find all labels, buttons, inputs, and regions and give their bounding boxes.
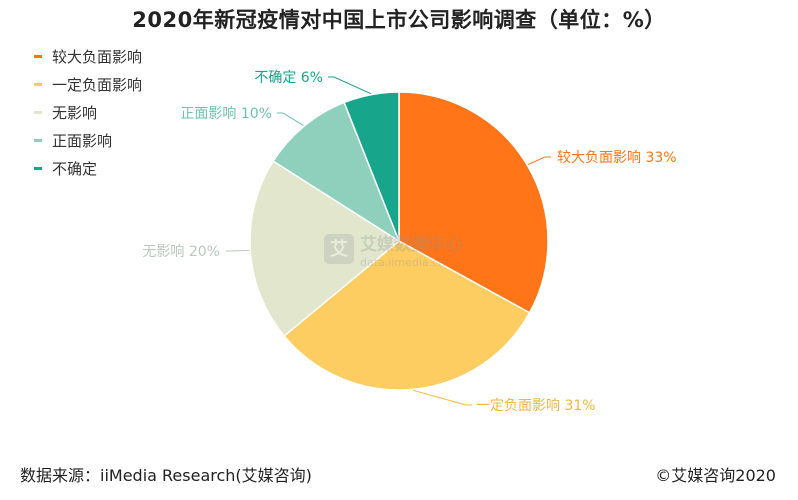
watermark-brand: 艾媒数据中心	[360, 234, 462, 255]
legend: 较大负面影响 一定负面影响 无影响 正面影响 不确定	[34, 42, 142, 182]
legend-swatch	[34, 82, 42, 86]
legend-item[interactable]: 一定负面影响	[34, 70, 142, 98]
leader-line	[328, 76, 372, 95]
legend-label: 不确定	[52, 159, 98, 178]
chart-title: 2020年新冠疫情对中国上市公司影响调查（单位：%）	[132, 8, 666, 32]
leader-line	[277, 112, 304, 126]
legend-label: 正面影响	[52, 131, 113, 150]
data-labels: 较大负面影响 33% 一定负面影响 31% 无影响 20% 正面影响 10% 不确定 6…	[142, 70, 676, 414]
pie-slice[interactable]	[272, 101, 401, 243]
legend-item[interactable]: 不确定	[34, 154, 142, 182]
pie-slice[interactable]	[343, 91, 400, 242]
watermark-logo-icon	[324, 234, 354, 264]
watermark-url: data.iimedia.cn	[360, 256, 445, 269]
legend-label: 一定负面影响	[52, 75, 143, 94]
data-label: 不确定 6%	[254, 70, 323, 86]
watermark-logo-char: 艾	[330, 238, 348, 260]
pie-slices	[249, 91, 549, 391]
data-label: 一定负面影响 31%	[476, 398, 596, 414]
leader-line	[527, 156, 551, 166]
legend-swatch	[34, 110, 42, 114]
data-label: 较大负面影响 33%	[557, 150, 677, 166]
data-label: 正面影响 10%	[180, 106, 272, 122]
legend-swatch	[34, 166, 42, 170]
legend-item[interactable]: 较大负面影响	[34, 42, 142, 70]
legend-swatch	[34, 138, 42, 142]
legend-item[interactable]: 无影响	[34, 98, 142, 126]
legend-swatch	[34, 54, 42, 58]
pie-slice[interactable]	[249, 160, 401, 338]
legend-label: 无影响	[52, 103, 98, 122]
pie-slice[interactable]	[283, 240, 531, 391]
data-source: 数据来源：iiMedia Research(艾媒咨询)	[20, 466, 312, 485]
legend-item[interactable]: 正面影响	[34, 126, 142, 154]
leader-line	[226, 249, 250, 252]
pie-slice[interactable]	[398, 91, 549, 314]
watermark: 艾 艾媒数据中心 data.iimedia.cn	[324, 234, 462, 269]
copyright: ©艾媒咨询2020	[655, 466, 776, 485]
leader-line	[412, 389, 472, 406]
legend-label: 较大负面影响	[52, 47, 143, 66]
data-label: 无影响 20%	[142, 244, 220, 260]
